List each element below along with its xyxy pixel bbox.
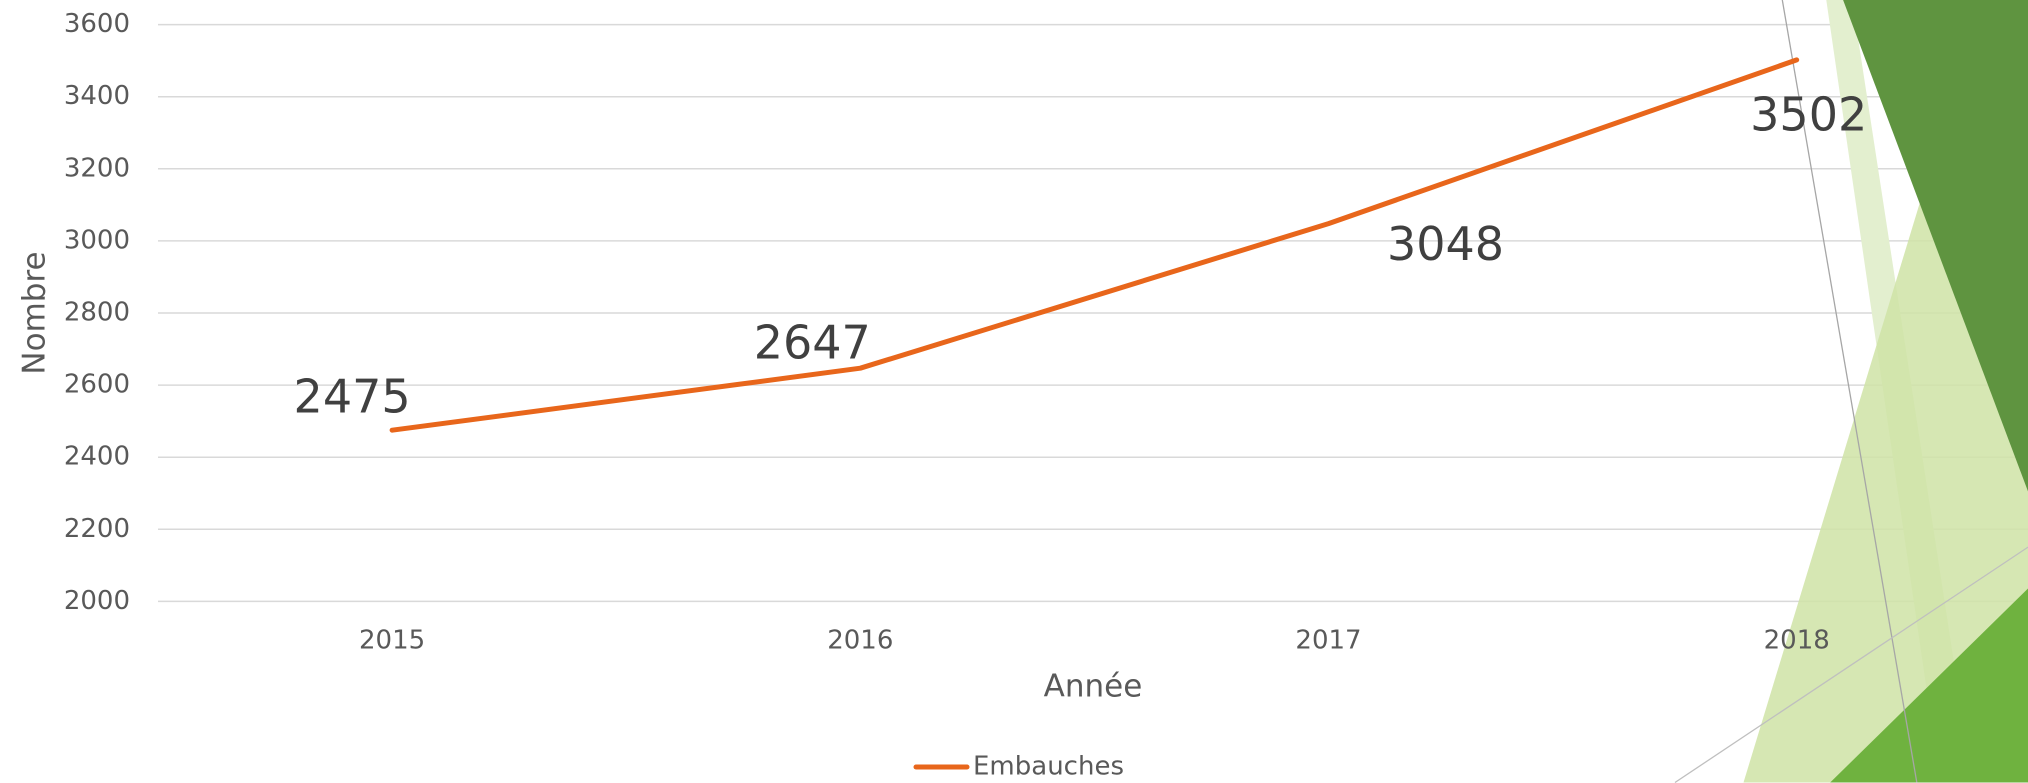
y-tick-label: 2200 — [64, 514, 130, 544]
y-tick-label: 3400 — [64, 81, 130, 111]
y-tick-label: 2400 — [64, 442, 130, 472]
y-tick-label: 3200 — [64, 153, 130, 183]
y-tick-label: 3000 — [64, 225, 130, 255]
data-label: 3048 — [1387, 217, 1504, 271]
y-axis-title: Nombre — [17, 251, 53, 374]
shape-line — [1674, 546, 2028, 783]
x-tick-label: 2017 — [1295, 626, 1361, 656]
plot-area — [158, 23, 2028, 603]
legend-label: Embauches — [973, 752, 1124, 782]
y-tick-label: 2800 — [64, 298, 130, 328]
x-tick-label: 2015 — [359, 626, 425, 656]
data-label: 3502 — [1750, 87, 1867, 141]
data-line — [389, 57, 1800, 433]
decoration — [1674, 0, 2028, 783]
x-tick-label: 2018 — [1764, 626, 1830, 656]
y-tick-label: 2600 — [64, 370, 130, 400]
y-tick-label: 3600 — [64, 9, 130, 39]
shape-line — [1781, 0, 1918, 783]
data-label: 2475 — [294, 370, 411, 424]
data-label: 2647 — [754, 316, 871, 370]
shape — [1830, 588, 2028, 783]
x-axis-title: Année — [1044, 669, 1143, 705]
x-tick-label: 2016 — [827, 626, 893, 656]
y-tick-label: 2000 — [64, 586, 130, 616]
